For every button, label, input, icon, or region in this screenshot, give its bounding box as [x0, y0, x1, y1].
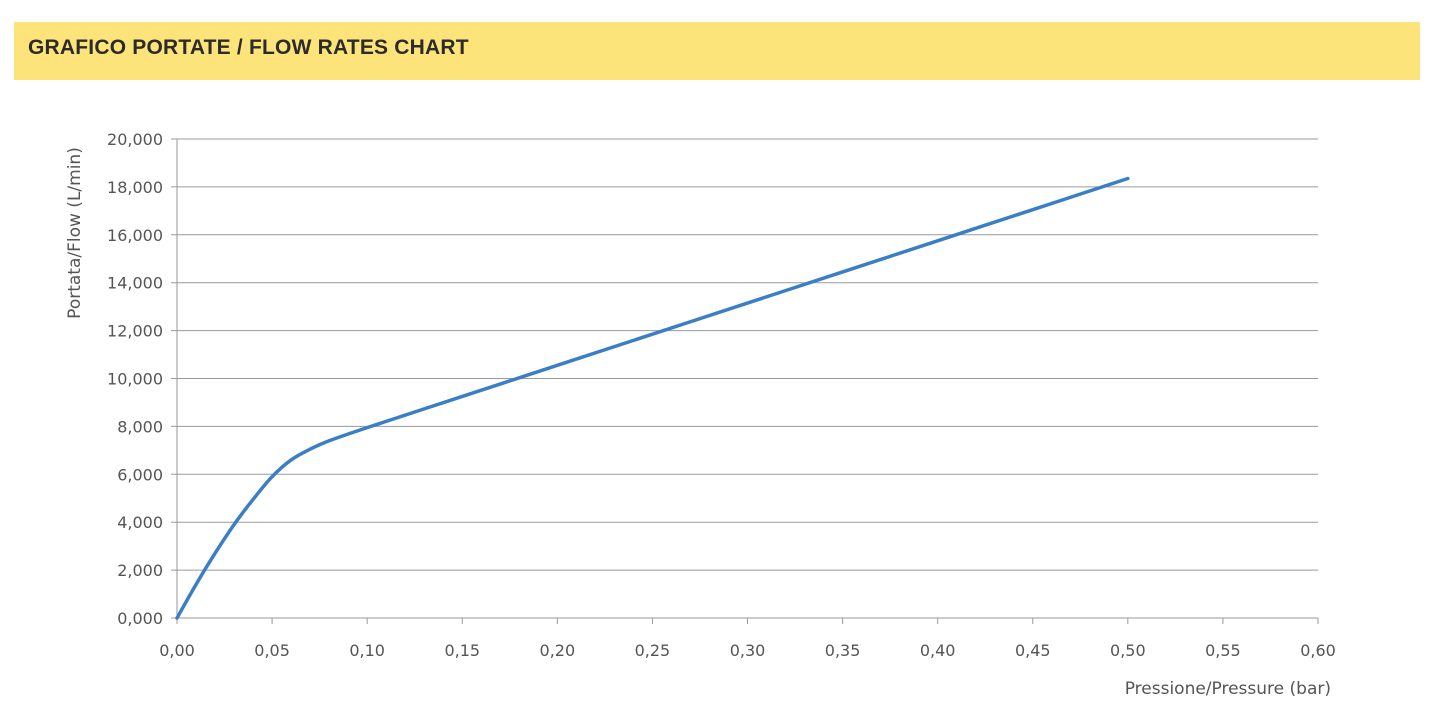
y-tick-label: 10,000 [107, 370, 163, 389]
y-tick-labels: 0,000 2,000 4,000 6,000 8,000 10,000 12,000 14,… [107, 130, 163, 628]
x-tick-label: 0,15 [444, 641, 480, 660]
y-tick-label: 18,000 [107, 178, 163, 197]
x-tick-label: 0,05 [254, 641, 290, 660]
x-tick-label: 0,50 [1110, 641, 1146, 660]
x-tick-labels: 0,00 0,05 0,10 0,15 0,20 0,25 0,30 0,35 0,40 0,45… [159, 641, 1336, 660]
y-tick-label: 20,000 [107, 130, 163, 149]
y-tick-label: 4,000 [117, 513, 163, 532]
chart-header-title: GRAFICO PORTATE / FLOW RATES CHART [28, 36, 469, 59]
x-tick-label: 0,35 [825, 641, 861, 660]
y-tick-label: 16,000 [107, 226, 163, 245]
y-tick-label: 12,000 [107, 322, 163, 341]
x-tick-label: 0,40 [920, 641, 956, 660]
series-line [175, 176, 1130, 620]
x-tick-label: 0,20 [540, 641, 576, 660]
x-tick-label: 0,45 [1015, 641, 1051, 660]
grid-lines [171, 138, 1318, 619]
y-tick-label: 2,000 [117, 561, 163, 580]
y-tick-label: 0,000 [117, 609, 163, 628]
x-axis-title: Pressione/Pressure (bar) [1125, 679, 1331, 699]
y-tick-label: 8,000 [117, 417, 163, 436]
x-tick-label: 0,55 [1205, 641, 1241, 660]
y-tick-label: 6,000 [117, 465, 163, 484]
x-tick-label: 0,10 [349, 641, 385, 660]
x-tick-label: 0,60 [1300, 641, 1336, 660]
x-tick-label: 0,30 [730, 641, 766, 660]
x-tick-label: 0,00 [159, 641, 195, 660]
x-tick-label: 0,25 [635, 641, 671, 660]
chart-header-bar: GRAFICO PORTATE / FLOW RATES CHART [14, 22, 1420, 80]
series-layer [175, 176, 1130, 620]
axes [176, 139, 1319, 624]
y-tick-label: 14,000 [107, 274, 163, 293]
y-axis-title: Portata/Flow (L/min) [65, 147, 85, 319]
